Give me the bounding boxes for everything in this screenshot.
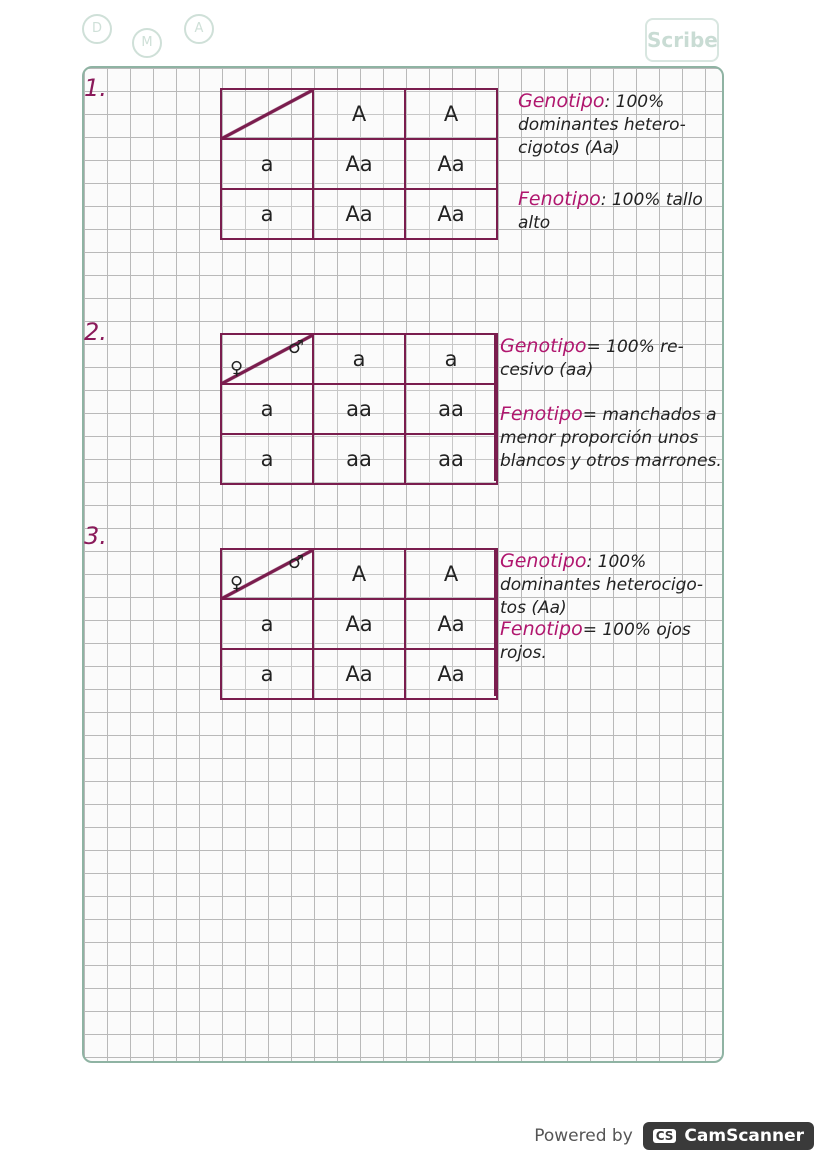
phenotype-text: = manchados a menor proporción unos blan… [500,405,722,471]
row-header: a [220,383,314,435]
bracket-line [494,548,496,696]
column-header: A [312,548,406,600]
genotype-text: = 100% re-cesivo (aa) [500,337,684,380]
table-row: a aa aa [220,433,498,485]
phenotype-note: Fenotipo= manchados a menor proporción u… [500,403,722,473]
genotype-text: : 100% dominantes hetero-cigotos (Aa) [518,92,686,158]
female-symbol-icon: ♀ [230,358,244,379]
decor-circle: M [132,28,162,58]
decor-circle: A [184,14,214,44]
cell: Aa [312,648,406,700]
genotype-label: Genotipo [518,90,605,112]
phenotype-text: : 100% tallo alto [518,190,703,233]
cell: aa [404,383,498,435]
genotype-label: Genotipo [500,335,587,357]
female-symbol-icon: ♀ [230,573,244,594]
genotype-label: Genotipo [500,550,587,572]
corner-cell: ♀ ♂ [220,548,314,600]
column-header: A [404,548,498,600]
table-row: a Aa Aa [220,138,498,190]
phenotype-note: Fenotipo: 100% tallo alto [518,188,713,235]
cell: Aa [312,138,406,190]
cell: Aa [312,188,406,240]
column-header: A [404,88,498,140]
footer: Powered by CS CamScanner [534,1122,814,1150]
brand-name: CamScanner [684,1126,804,1146]
phenotype-note: Fenotipo= 100% ojos rojos. [500,618,722,665]
cell: Aa [312,598,406,650]
row-header: a [220,433,314,485]
table-row: a Aa Aa [220,598,498,650]
cell: Aa [404,188,498,240]
genotype-note: Genotipo: 100% dominantes hetero-cigotos… [518,90,713,160]
phenotype-label: Fenotipo [500,618,583,640]
cell: aa [404,433,498,485]
genotype-note: Genotipo: 100% dominantes heterocigo-tos… [500,550,722,620]
problem-number: 2. [84,318,107,346]
cell: Aa [404,648,498,700]
phenotype-text: = 100% ojos rojos. [500,620,691,663]
corner-cell: ♀ ♂ [220,333,314,385]
genotype-note: Genotipo= 100% re-cesivo (aa) [500,335,722,382]
row-header: a [220,188,314,240]
cs-icon: CS [652,1129,677,1143]
cell: Aa [404,138,498,190]
row-header: a [220,648,314,700]
cell: Aa [404,598,498,650]
bracket-line [494,333,496,481]
row-header: a [220,598,314,650]
male-symbol-icon: ♂ [287,552,304,573]
column-header: a [404,333,498,385]
problem-number: 1. [84,74,107,102]
table-row: a aa aa [220,383,498,435]
genotype-text: : 100% dominantes heterocigo-tos (Aa) [500,552,703,618]
phenotype-label: Fenotipo [518,188,601,210]
column-header: A [312,88,406,140]
problem-number: 3. [84,522,107,550]
table-row: a Aa Aa [220,188,498,240]
male-symbol-icon: ♂ [287,337,304,358]
phenotype-label: Fenotipo [500,403,583,425]
cell: aa [312,383,406,435]
corner-cell [220,88,314,140]
cell: aa [312,433,406,485]
decor-circle: D [82,14,112,44]
column-header: a [312,333,406,385]
powered-by: Powered by [534,1126,633,1146]
table-row: a Aa Aa [220,648,498,700]
row-header: a [220,138,314,190]
camscanner-logo: CS CamScanner [642,1122,814,1150]
scribe-logo: Scribe [645,18,719,62]
